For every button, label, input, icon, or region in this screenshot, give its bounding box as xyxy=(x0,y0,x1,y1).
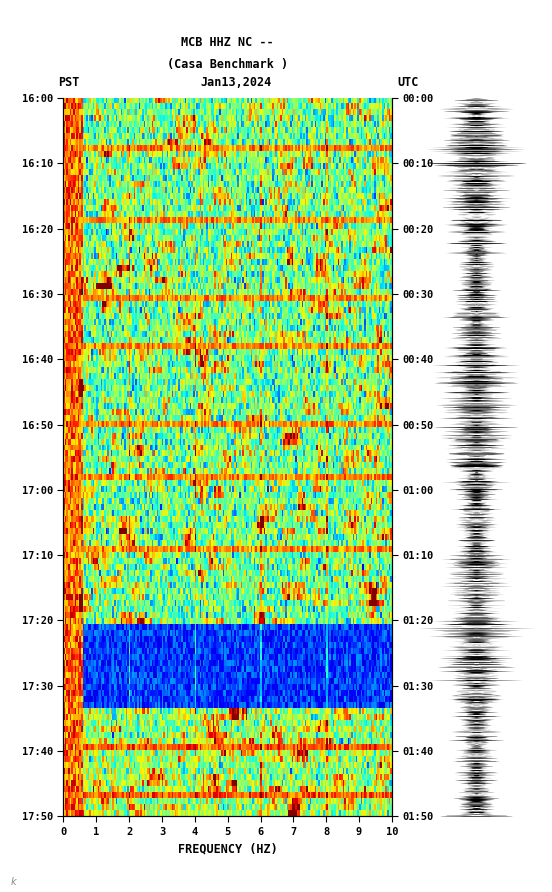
Text: (Casa Benchmark ): (Casa Benchmark ) xyxy=(167,58,288,71)
Text: PST: PST xyxy=(58,76,79,89)
X-axis label: FREQUENCY (HZ): FREQUENCY (HZ) xyxy=(178,842,278,855)
Text: USGS: USGS xyxy=(23,12,55,22)
Polygon shape xyxy=(4,8,15,23)
Text: UTC: UTC xyxy=(397,76,419,89)
Text: MCB HHZ NC --: MCB HHZ NC -- xyxy=(182,36,274,49)
Text: Jan13,2024: Jan13,2024 xyxy=(200,76,272,89)
Text: k: k xyxy=(11,877,17,887)
